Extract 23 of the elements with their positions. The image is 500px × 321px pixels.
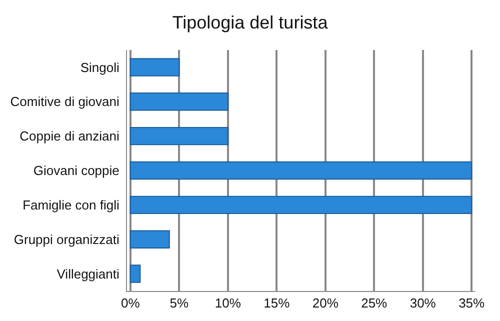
bar [130,126,228,146]
bar [130,92,228,111]
chart-title: Tipologia del turista [172,12,329,33]
y-tick-label: Coppie di anziani [20,128,120,144]
x-tick-label: 20% [312,296,339,311]
x-tick-label: 10% [214,296,242,311]
x-tick-label: 25% [361,296,388,311]
y-tick-label: Famiglie con figli [22,197,120,212]
bar [130,161,472,180]
y-tick-label: Singoli [80,60,120,75]
bar [130,58,180,76]
x-tick-label: 5% [170,296,189,311]
x-tick-label: 15% [264,296,290,311]
bar [130,230,170,248]
y-tick-label: Giovani coppie [33,163,120,178]
y-tick-label: Villeggianti [56,266,120,282]
y-tick-label: Comitive di giovani [10,94,120,110]
x-tick-label: 0% [121,296,140,311]
x-tick-label: 30% [410,296,436,311]
x-tick-label: 35% [458,296,486,311]
bar [130,264,141,283]
bar [130,196,472,214]
y-tick-label: Gruppi organizzati [14,232,120,247]
